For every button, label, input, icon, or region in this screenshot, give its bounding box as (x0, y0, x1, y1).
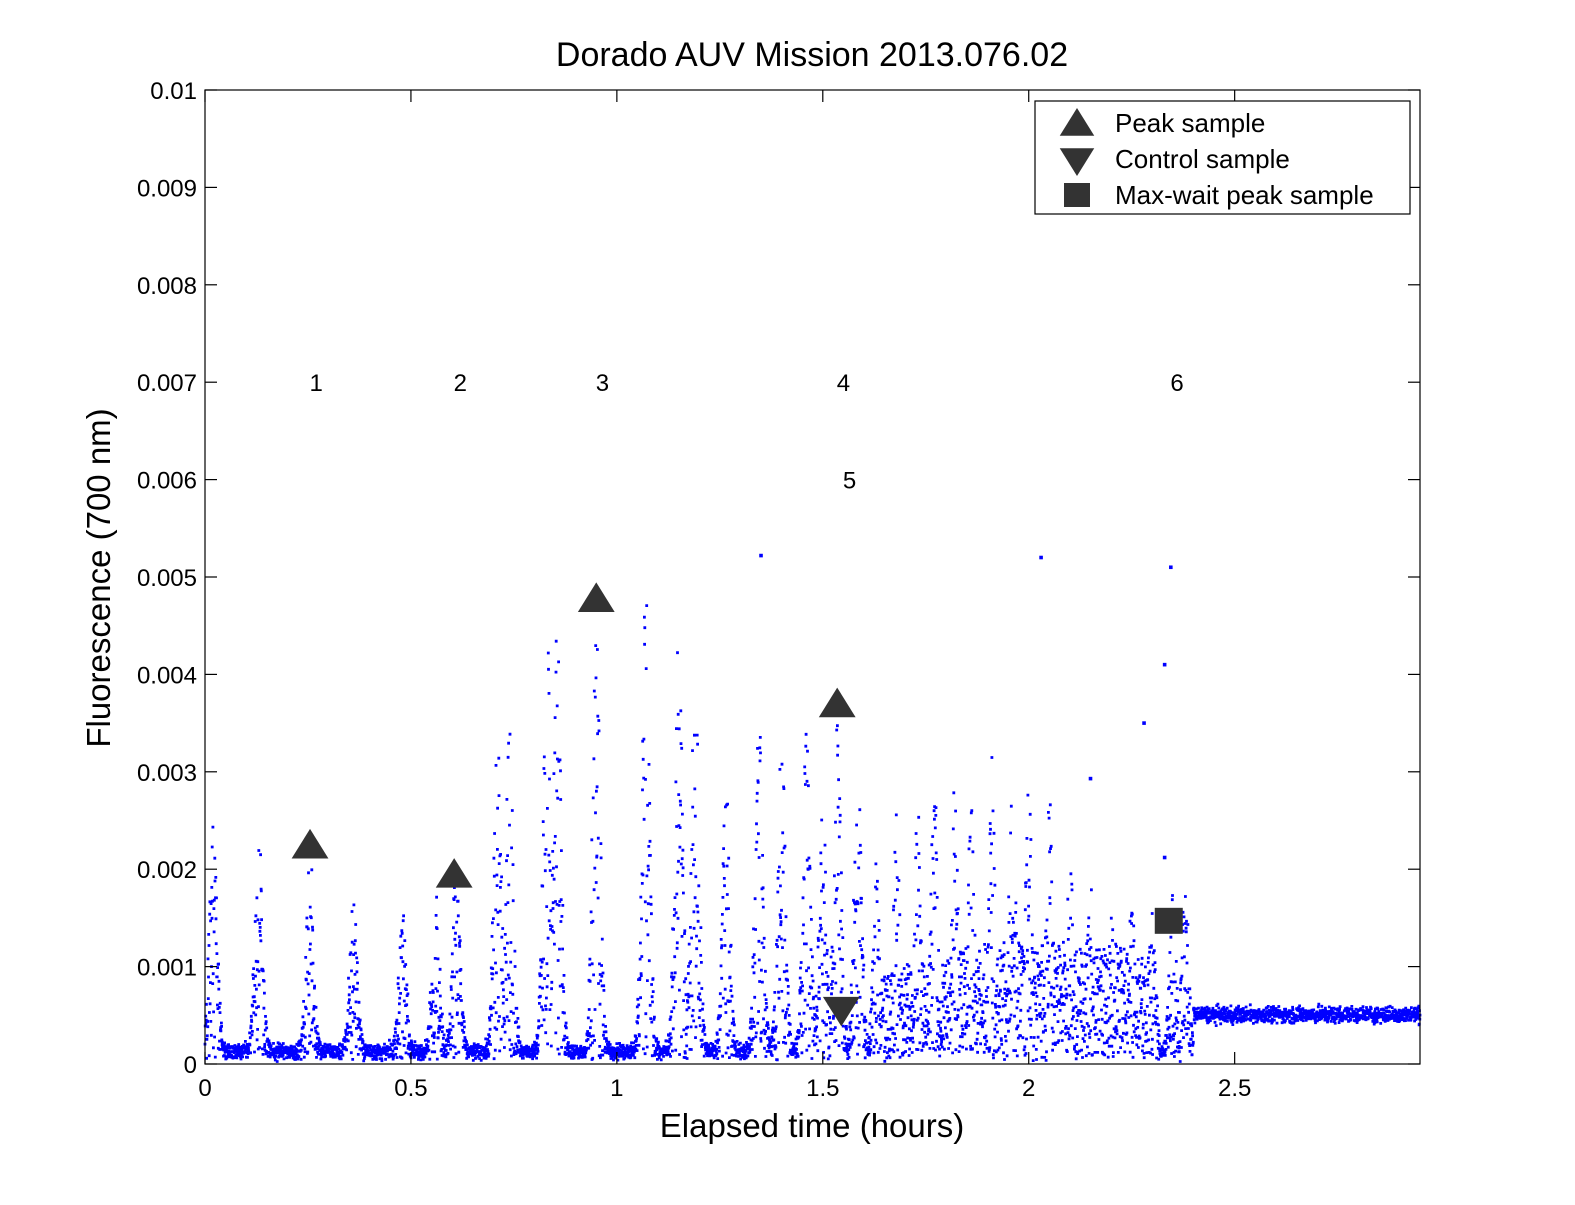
outlier-point (1162, 855, 1167, 860)
axes: 0 0.5 1 1.5 2 2.5 0 0.001 0.002 0.003 0.004 0.005 0.… (137, 78, 1421, 1102)
legend-max-wait-peak-sample-label: Max-wait peak sample (1115, 180, 1374, 210)
legend-control-sample-marker (1059, 148, 1095, 176)
x-tick-label: 0 (198, 1075, 211, 1102)
x-tick-label: 1 (610, 1075, 623, 1102)
peak-sample-marker (818, 687, 856, 718)
annotation-label: 5 (843, 468, 856, 495)
control-sample-marker (822, 996, 860, 1027)
data-series-dots (203, 604, 1422, 1063)
y-tick-label: 0.01 (150, 78, 197, 105)
annotation-label: 2 (454, 370, 467, 397)
peak-sample-marker (291, 828, 329, 859)
max-wait-peak-sample-marker (1154, 907, 1183, 934)
annotation-label: 1 (310, 370, 323, 397)
y-tick-label: 0.005 (137, 565, 197, 592)
legend-peak-sample-marker (1059, 108, 1095, 136)
outlier-point (1088, 776, 1093, 781)
outlier-point (1169, 565, 1173, 570)
y-tick-label: 0.008 (137, 273, 197, 300)
legend-peak-sample-label: Peak sample (1115, 108, 1265, 138)
outlier-point (1039, 555, 1043, 560)
data-series-points (203, 604, 1422, 1063)
y-tick-label: 0.004 (137, 662, 197, 689)
legend-control-sample-label: Control sample (1115, 144, 1290, 174)
y-tick-label: 0.006 (137, 468, 197, 495)
peak-sample-marker (435, 858, 473, 888)
legend-box (1034, 100, 1411, 215)
annotation-label: 3 (596, 370, 609, 397)
y-tick-label: 0.002 (137, 857, 197, 884)
y-axis-label: Fluorescence (700 nm) (80, 408, 117, 747)
x-tick-label: 1.5 (806, 1075, 839, 1102)
legend-max-wait-peak-sample-marker (1064, 183, 1090, 207)
y-tick-label: 0.003 (137, 760, 197, 787)
y-tick-label: 0.009 (137, 175, 197, 202)
x-tick-label: 0.5 (394, 1075, 427, 1102)
legend: Peak sample Control sample Max-wait peak s… (1034, 100, 1411, 215)
x-tick-label: 2 (1022, 1075, 1035, 1102)
chart-title: Dorado AUV Mission 2013.076.02 (556, 36, 1068, 74)
y-tick-label: 0.001 (137, 955, 197, 982)
x-axis-label: Elapsed time (hours) (660, 1107, 964, 1144)
y-tick-label: 0.007 (137, 370, 197, 397)
outlier-point (759, 553, 763, 558)
peak-sample-marker (577, 582, 615, 613)
annotation-label: 4 (837, 370, 850, 397)
y-tick-label: 0 (184, 1052, 197, 1079)
annotation-label: 6 (1170, 370, 1183, 397)
outlier-point (1142, 721, 1146, 725)
x-tick-label: 2.5 (1218, 1075, 1251, 1102)
outlier-point (1162, 662, 1167, 667)
